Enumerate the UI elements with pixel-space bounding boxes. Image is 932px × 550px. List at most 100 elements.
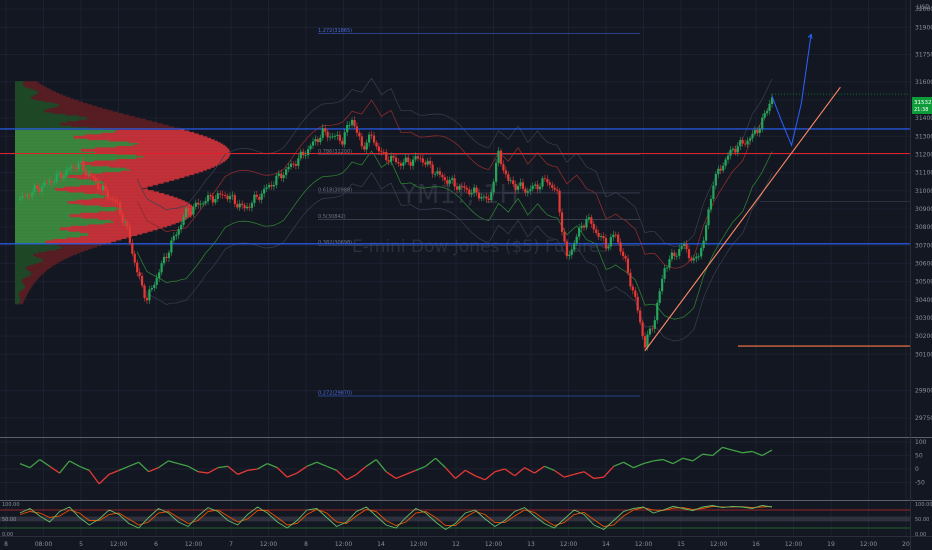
- candle-body-40: [116, 201, 119, 203]
- profile-sell-143: [33, 94, 63, 97]
- profile-buy-137: [15, 102, 59, 106]
- candle-body-50: [140, 276, 144, 286]
- candle-body-258: [648, 328, 652, 335]
- candle-body-74: [199, 203, 202, 205]
- candle-body-190: [482, 196, 485, 198]
- time-axis[interactable]: 8 08:00 5 12:00 6 12:00 7 12:00 8 12:00 14 12:00 12 1…: [4, 541, 910, 548]
- profile-sell-7: [18, 291, 28, 295]
- stoch-tick-label-left-1: 50.00: [2, 517, 16, 523]
- candle-body-125: [324, 128, 327, 132]
- price-tick-label-3: 30200: [915, 333, 932, 340]
- rsi-segment-73: [742, 450, 753, 454]
- rsi-segment-20: [217, 465, 228, 469]
- candle-body-27: [84, 170, 88, 176]
- candle-body-77: [206, 195, 210, 202]
- candle-body-183: [465, 187, 468, 190]
- candle-body-81: [216, 193, 219, 200]
- candle-body-55: [153, 284, 156, 288]
- profile-buy-28: [15, 261, 39, 264]
- profile-sell-28: [38, 261, 59, 264]
- rsi-segment-39: [405, 469, 417, 476]
- profile-sell-4: [20, 296, 26, 299]
- rsi-segment-44: [454, 469, 466, 479]
- candle-body-264: [663, 268, 666, 279]
- time-tick-label-4: 6: [154, 541, 158, 548]
- profile-buy-99: [15, 158, 117, 161]
- profile-sell-85: [91, 178, 175, 181]
- candle-body-213: [538, 186, 542, 190]
- candle-body-295: [739, 140, 742, 147]
- profile-buy-118: [15, 130, 115, 133]
- rsi-segment-17: [187, 465, 199, 473]
- candle-body-255: [641, 322, 644, 337]
- candle-body-53: [148, 289, 151, 301]
- candle-body-142: [365, 142, 368, 150]
- profile-sell-55: [104, 222, 176, 225]
- candle-body-52: [145, 297, 149, 301]
- candle-body-236: [595, 229, 598, 233]
- profile-buy-4: [15, 296, 21, 299]
- time-tick-label-3: 12:00: [110, 541, 127, 548]
- profile-buy-17: [15, 277, 24, 280]
- profile-buy-12: [15, 284, 26, 287]
- candle-body-207: [524, 188, 527, 193]
- profile-buy-11: [15, 285, 25, 289]
- profile-buy-126: [15, 118, 79, 122]
- profile-buy-33: [15, 254, 34, 257]
- profile-sell-47: [88, 233, 138, 237]
- profile-buy-36: [15, 249, 47, 253]
- candle-body-96: [253, 194, 256, 203]
- candle-body-256: [643, 336, 647, 348]
- profile-sell-19: [29, 274, 41, 277]
- rsi-segment-53: [544, 465, 555, 471]
- candle-body-217: [548, 182, 551, 185]
- profile-buy-85: [15, 178, 92, 181]
- candle-body-231: [582, 225, 586, 228]
- last-price-countdown: 21:38: [914, 107, 928, 113]
- rsi-segment-67: [682, 457, 694, 462]
- time-tick-label-18: 15: [677, 541, 685, 548]
- candle-body-241: [607, 246, 610, 249]
- profile-buy-101: [15, 155, 144, 158]
- candle-body-215: [543, 178, 547, 180]
- profile-sell-123: [60, 123, 163, 126]
- profile-sell-145: [38, 91, 56, 94]
- rsi-segment-3: [49, 465, 60, 474]
- candle-body-54: [150, 287, 153, 290]
- profile-sell-113: [87, 137, 212, 141]
- profile-sell-81: [80, 184, 153, 187]
- profile-buy-111: [15, 140, 129, 144]
- rsi-segment-0: [19, 462, 31, 469]
- candle-body-275: [690, 258, 693, 261]
- candle-body-307: [768, 103, 771, 112]
- drawing-tools[interactable]: [644, 33, 841, 351]
- candle-body-70: [189, 211, 193, 215]
- candle-body-4: [28, 195, 31, 197]
- candle-body-8: [38, 188, 41, 192]
- profile-buy-134: [15, 107, 49, 110]
- price-tick-label-18: 31750: [915, 52, 932, 59]
- profile-sell-140: [36, 98, 75, 101]
- time-tick-label-11: 12:00: [410, 541, 427, 548]
- time-tick-label-22: 19: [827, 541, 835, 548]
- price-tick-label-15: 31400: [915, 115, 932, 122]
- candle-body-108: [282, 175, 285, 179]
- profile-buy-84: [15, 179, 103, 183]
- profile-buy-127: [15, 117, 87, 120]
- band-support: [136, 150, 773, 320]
- rsi-tick-label-2: 0: [915, 466, 919, 473]
- candle-body-17: [60, 172, 63, 179]
- profile-buy-65: [15, 207, 123, 210]
- stoch-tick-label-right-0: 100.00: [915, 502, 932, 508]
- candle-body-62: [170, 240, 173, 253]
- candle-body-167: [426, 160, 429, 165]
- profile-sell-1: [19, 300, 24, 303]
- candle-body-257: [646, 334, 649, 348]
- fib-label-0: 1.272(31865): [318, 28, 352, 34]
- profile-buy-51: [15, 227, 60, 231]
- candle-body-124: [321, 128, 324, 138]
- candle-body-66: [180, 224, 183, 230]
- candle-body-291: [729, 149, 732, 156]
- candle-body-222: [560, 212, 564, 232]
